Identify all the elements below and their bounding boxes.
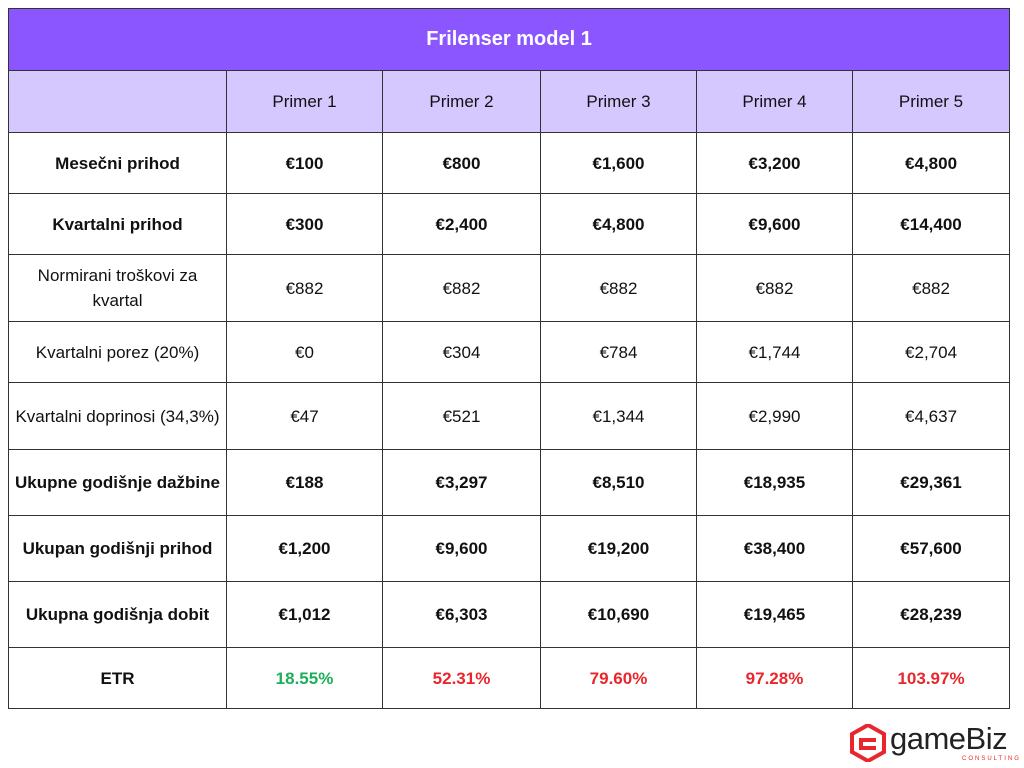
table-cell: €188 — [226, 449, 383, 516]
table-cell: €4,800 — [851, 132, 1011, 194]
freelancer-model-table: Frilenser model 1 Primer 1 Primer 2 Prim… — [7, 8, 1011, 709]
table-cell: €882 — [540, 254, 697, 322]
table-cell: €2,990 — [696, 382, 853, 450]
header-empty-cell — [8, 70, 227, 133]
table-cell: €800 — [382, 132, 541, 194]
table-cell: €47 — [226, 382, 383, 450]
etr-value: 79.60% — [540, 647, 697, 709]
table-cell: €3,297 — [382, 449, 541, 516]
table-cell: €882 — [696, 254, 853, 322]
table-cell: €1,200 — [226, 515, 383, 582]
row-label: Kvartalni prihod — [8, 193, 227, 255]
table-cell: €3,200 — [696, 132, 853, 194]
table-cell: €2,400 — [382, 193, 541, 255]
table-cell: €1,600 — [540, 132, 697, 194]
gamebiz-logo: gameBiz CONSULTING — [850, 718, 1020, 766]
row-label: Kvartalni porez (20%) — [8, 321, 227, 383]
table-cell: €882 — [226, 254, 383, 322]
table-row: Kvartalni prihod €300 €2,400 €4,800 €9,6… — [8, 193, 1011, 255]
table-row: Ukupan godišnji prihod €1,200 €9,600 €19… — [8, 515, 1011, 582]
table-cell: €19,200 — [540, 515, 697, 582]
row-label: Ukupne godišnje dažbine — [8, 449, 227, 516]
table-cell: €4,637 — [851, 382, 1011, 450]
table-cell: €1,744 — [696, 321, 853, 383]
table-row: Kvartalni porez (20%) €0 €304 €784 €1,74… — [8, 321, 1011, 383]
header-primer-4: Primer 4 — [696, 70, 853, 133]
table-cell: €1,012 — [226, 581, 383, 648]
gamebiz-logo-icon — [850, 724, 886, 762]
table-cell: €6,303 — [382, 581, 541, 648]
table-cell: €521 — [382, 382, 541, 450]
row-label: Ukupan godišnji prihod — [8, 515, 227, 582]
table-cell: €9,600 — [382, 515, 541, 582]
comparison-table-container: Frilenser model 1 Primer 1 Primer 2 Prim… — [7, 8, 1011, 709]
row-label: Mesečni prihod — [8, 132, 227, 194]
table-cell: €9,600 — [696, 193, 853, 255]
header-primer-5: Primer 5 — [851, 70, 1011, 133]
table-cell: €14,400 — [851, 193, 1011, 255]
table-title: Frilenser model 1 — [7, 8, 1011, 71]
row-label: Kvartalni doprinosi (34,3%) — [8, 382, 227, 450]
column-header-row: Primer 1 Primer 2 Primer 3 Primer 4 Prim… — [8, 70, 1011, 133]
table-cell: €10,690 — [540, 581, 697, 648]
table-cell: €38,400 — [696, 515, 853, 582]
table-cell: €100 — [226, 132, 383, 194]
row-label: ETR — [8, 647, 227, 709]
table-row: Normirani troškovi za kvartal €882 €882 … — [8, 254, 1011, 322]
table-row: Mesečni prihod €100 €800 €1,600 €3,200 €… — [8, 132, 1011, 194]
table-row: Ukupne godišnje dažbine €188 €3,297 €8,5… — [8, 449, 1011, 516]
table-row: Ukupna godišnja dobit €1,012 €6,303 €10,… — [8, 581, 1011, 648]
table-cell: €57,600 — [851, 515, 1011, 582]
row-label: Normirani troškovi za kvartal — [8, 254, 227, 322]
table-cell: €882 — [851, 254, 1011, 322]
table-cell: €4,800 — [540, 193, 697, 255]
logo-name: gameBiz — [890, 721, 1008, 756]
table-cell: €300 — [226, 193, 383, 255]
etr-value: 97.28% — [696, 647, 853, 709]
row-label: Ukupna godišnja dobit — [8, 581, 227, 648]
table-cell: €29,361 — [851, 449, 1011, 516]
etr-row: ETR 18.55% 52.31% 79.60% 97.28% 103.97% — [8, 647, 1011, 709]
table-cell: €8,510 — [540, 449, 697, 516]
table-cell: €28,239 — [851, 581, 1011, 648]
table-row: Kvartalni doprinosi (34,3%) €47 €521 €1,… — [8, 382, 1011, 450]
table-cell: €18,935 — [696, 449, 853, 516]
table-cell: €784 — [540, 321, 697, 383]
table-cell: €2,704 — [851, 321, 1011, 383]
logo-sub: CONSULTING — [962, 756, 1021, 762]
table-cell: €304 — [382, 321, 541, 383]
table-cell: €1,344 — [540, 382, 697, 450]
table-cell: €882 — [382, 254, 541, 322]
etr-value: 18.55% — [226, 647, 383, 709]
table-cell: €19,465 — [696, 581, 853, 648]
header-primer-2: Primer 2 — [382, 70, 541, 133]
etr-value: 52.31% — [382, 647, 541, 709]
etr-value: 103.97% — [851, 647, 1011, 709]
header-primer-3: Primer 3 — [540, 70, 697, 133]
table-cell: €0 — [226, 321, 383, 383]
header-primer-1: Primer 1 — [226, 70, 383, 133]
